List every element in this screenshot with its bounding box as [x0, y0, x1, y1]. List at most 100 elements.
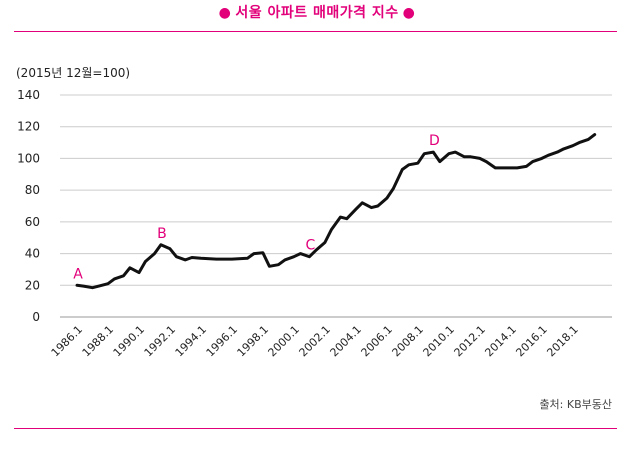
data-point [324, 241, 326, 244]
annotation-c: C [305, 238, 315, 254]
y-tick-label: 80 [25, 183, 40, 197]
x-tick-label: 2000.1 [266, 323, 302, 359]
data-point [76, 284, 78, 287]
data-point [386, 197, 388, 199]
x-tick-label: 1988.1 [80, 323, 116, 359]
data-point [525, 165, 528, 168]
annotation-a: A [73, 266, 83, 282]
y-tick-labels: 0 20 40 60 80 100 120 140 [17, 88, 40, 324]
data-point [231, 258, 233, 260]
data-point [299, 252, 302, 255]
data-point [454, 151, 457, 153]
data-point [107, 282, 109, 285]
y-tick-label: 100 [17, 151, 40, 165]
data-point [562, 148, 565, 150]
data-point [346, 217, 348, 220]
data-point [315, 249, 317, 252]
data-point [392, 187, 395, 190]
data-point [516, 167, 519, 169]
y-tick-label: 60 [25, 215, 40, 229]
annotation-b: B [157, 226, 167, 242]
data-point [500, 167, 503, 169]
data-point [578, 141, 581, 144]
data-point [98, 285, 100, 287]
y-tick-label: 20 [25, 278, 40, 292]
data-point [593, 133, 596, 136]
data-point [246, 257, 249, 260]
chart-title: ● 서울 아파트 매매가격 지수 ● [0, 2, 634, 22]
data-point [82, 285, 85, 287]
data-point [113, 278, 116, 280]
series-layer [75, 133, 597, 290]
data-point [160, 244, 162, 246]
data-point [423, 152, 426, 155]
data-point [215, 258, 218, 260]
x-tick-label: 2010.1 [421, 323, 457, 359]
annotation-d: D [429, 133, 440, 149]
data-point [571, 144, 574, 147]
data-point [262, 251, 264, 254]
x-tick-label: 1998.1 [235, 323, 271, 359]
data-point [438, 160, 441, 163]
data-point [556, 151, 559, 153]
data-point [540, 157, 543, 160]
source-note: 출처: KB부동산 [539, 398, 612, 411]
x-tick-label: 2004.1 [328, 323, 364, 359]
data-point [153, 252, 156, 255]
y-tick-label: 40 [25, 247, 40, 261]
data-point [417, 162, 419, 164]
annotation-layer: A B C D [73, 133, 440, 282]
data-point [144, 260, 147, 263]
data-point [284, 259, 286, 261]
data-point [253, 252, 255, 255]
x-tick-label: 2008.1 [390, 323, 426, 359]
series-line-0 [75, 133, 597, 290]
data-point [122, 274, 125, 277]
x-tick-label: 1990.1 [111, 323, 147, 359]
top-divider [14, 31, 617, 32]
x-tick-label: 2016.1 [513, 323, 549, 359]
bottom-divider [14, 428, 617, 429]
data-point [129, 267, 131, 269]
data-point [191, 256, 193, 259]
data-point [138, 271, 140, 274]
x-tick-label: 2014.1 [482, 323, 518, 359]
data-point [370, 206, 373, 209]
title-bullet-right: ● [402, 5, 416, 21]
x-tick-label: 2012.1 [452, 323, 488, 359]
data-point [175, 255, 178, 258]
unit-note: (2015년 12월=100) [16, 66, 131, 80]
data-point [432, 151, 435, 153]
data-point [401, 168, 404, 171]
x-tick-label: 1996.1 [204, 323, 240, 359]
grid-layer [60, 94, 612, 318]
data-point [339, 216, 342, 218]
data-point [169, 248, 171, 250]
data-point [479, 157, 481, 160]
data-point [268, 265, 271, 268]
data-point [355, 208, 357, 210]
data-point [407, 163, 410, 166]
data-point [547, 154, 550, 157]
title-bullet-left: ● [218, 5, 232, 21]
title-text: 서울 아파트 매매가격 지수 [235, 5, 399, 21]
data-point [494, 167, 497, 169]
data-point [361, 202, 364, 204]
y-tick-label: 0 [32, 310, 40, 324]
data-point [469, 156, 472, 158]
data-point [330, 228, 333, 231]
data-point [277, 263, 280, 266]
data-point [509, 167, 512, 169]
y-tick-label: 120 [17, 120, 40, 134]
x-tick-label: 2006.1 [359, 323, 395, 359]
data-point [293, 255, 295, 258]
data-point [308, 255, 311, 258]
x-tick-label: 2002.1 [297, 323, 333, 359]
data-point [184, 259, 187, 261]
x-tick-label: 1994.1 [173, 323, 209, 359]
data-point [531, 160, 534, 163]
data-point [377, 205, 379, 207]
x-tick-label: 2018.1 [544, 323, 580, 359]
data-point [587, 138, 590, 141]
y-tick-label: 140 [17, 88, 40, 102]
